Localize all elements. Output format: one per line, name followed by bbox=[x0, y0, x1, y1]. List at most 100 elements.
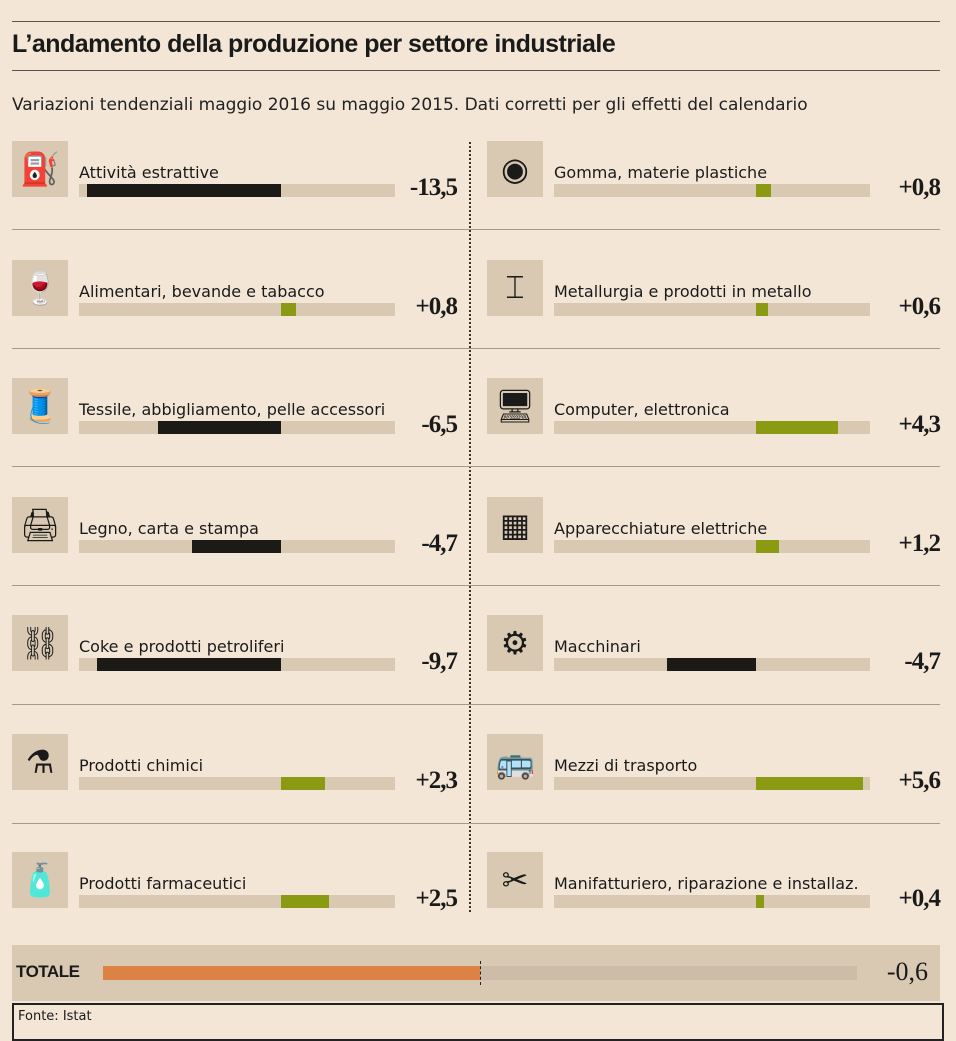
bar-track bbox=[79, 302, 395, 316]
bar bbox=[87, 184, 282, 197]
bar bbox=[756, 895, 764, 908]
sector-row: ⚗ Prodotti chimici +2,3 bbox=[12, 723, 458, 841]
bar-track bbox=[554, 895, 870, 908]
sector-value: -4,7 bbox=[421, 529, 458, 557]
steel-beam-icon: ⌶ bbox=[487, 259, 543, 316]
bar bbox=[756, 302, 768, 316]
sector-label: Macchinari bbox=[554, 637, 641, 656]
row-separator bbox=[12, 347, 940, 349]
top-rule bbox=[12, 21, 940, 22]
thread-spool-icon: 🧵 bbox=[12, 378, 68, 434]
total-label: TOTALE bbox=[16, 962, 80, 981]
row-separator bbox=[12, 466, 940, 468]
total-bar bbox=[103, 966, 480, 980]
sector-value: +0,8 bbox=[898, 174, 941, 201]
sector-label: Legno, carta e stampa bbox=[79, 518, 259, 538]
sector-row: ⛽ Attività estrattive -13,5 bbox=[12, 130, 458, 248]
sector-label: Apparecchiature elettriche bbox=[554, 518, 768, 538]
page-title: L’andamento della produzione per settore… bbox=[12, 30, 616, 58]
row-separator bbox=[12, 703, 940, 705]
pill-bottle-icon: 🧴 bbox=[12, 852, 68, 908]
zero-line bbox=[480, 961, 481, 985]
bar bbox=[96, 658, 282, 671]
bus-icon: 🚌 bbox=[487, 733, 543, 790]
bar bbox=[756, 776, 863, 790]
sector-value: +2,3 bbox=[415, 766, 458, 794]
row-separator bbox=[12, 822, 940, 824]
oil-pump-icon: ⛽ bbox=[12, 141, 68, 197]
sector-row: 🍷 Alimentari, bevande e tabacco +0,8 bbox=[12, 249, 458, 367]
sector-row: 🧵 Tessile, abbigliamento, pelle accessor… bbox=[12, 367, 458, 485]
sector-value: -9,7 bbox=[421, 648, 458, 675]
bar-track bbox=[79, 776, 395, 790]
sector-label: Coke e prodotti petroliferi bbox=[79, 637, 285, 656]
total-value: -0,6 bbox=[886, 957, 928, 986]
row-separator bbox=[12, 229, 940, 230]
sector-row: ⛓ Coke e prodotti petroliferi -9,7 bbox=[12, 604, 458, 722]
oil-derrick-icon: ⛓ bbox=[12, 615, 68, 671]
sector-label: Tessile, abbigliamento, pelle accessori bbox=[79, 400, 386, 419]
bar-track bbox=[554, 184, 870, 197]
source-note: Fonte: Istat bbox=[12, 1003, 944, 1041]
bar-track bbox=[554, 539, 870, 553]
total-bar-track bbox=[103, 961, 857, 985]
computer-monitor-icon: 🖥 bbox=[487, 378, 543, 434]
sector-row: 🧴 Prodotti farmaceutici +2,5 bbox=[12, 841, 458, 959]
bar bbox=[157, 421, 282, 434]
sector-label: Manifatturiero, riparazione e installaz. bbox=[554, 874, 859, 893]
tools-icon: ✂ bbox=[487, 852, 543, 908]
microchip-icon: ▦ bbox=[487, 496, 543, 553]
sector-value: -6,5 bbox=[421, 411, 458, 438]
sector-label: Prodotti chimici bbox=[79, 755, 204, 775]
bar-track bbox=[79, 539, 395, 553]
sector-label: Attività estrattive bbox=[79, 163, 219, 182]
bar bbox=[191, 539, 282, 553]
row-separator bbox=[12, 585, 940, 587]
bar bbox=[281, 776, 325, 790]
sector-value: +1,2 bbox=[898, 529, 941, 557]
sector-value: +0,6 bbox=[898, 292, 941, 320]
bar bbox=[756, 184, 772, 197]
sector-value: +2,5 bbox=[415, 885, 458, 912]
bar-track bbox=[554, 421, 870, 434]
bar bbox=[756, 421, 838, 434]
total-row: TOTALE -0,6 bbox=[12, 945, 940, 1001]
bar-track bbox=[79, 658, 395, 671]
subtitle: Variazioni tendenziali maggio 2016 su ma… bbox=[12, 95, 808, 115]
sector-row: ◉ Gomma, materie plastiche +0,8 bbox=[487, 130, 941, 248]
sector-value: +5,6 bbox=[898, 766, 941, 794]
sector-value: +0,8 bbox=[415, 292, 458, 320]
bar bbox=[281, 302, 297, 316]
bar bbox=[281, 895, 329, 908]
title-rule bbox=[12, 70, 940, 71]
printer-icon: 🖨 bbox=[12, 496, 68, 553]
sector-label: Alimentari, bevande e tabacco bbox=[79, 281, 325, 301]
bar-track bbox=[554, 658, 870, 671]
column-divider bbox=[469, 142, 471, 912]
bar-track bbox=[554, 776, 870, 790]
sector-label: Computer, elettronica bbox=[554, 400, 730, 419]
sector-row: 🚌 Mezzi di trasporto +5,6 bbox=[487, 723, 941, 841]
bar-track bbox=[554, 302, 870, 316]
sector-value: -13,5 bbox=[409, 174, 458, 201]
sector-label: Gomma, materie plastiche bbox=[554, 163, 768, 182]
sector-label: Prodotti farmaceutici bbox=[79, 874, 247, 893]
sector-row: ▦ Apparecchiature elettriche +1,2 bbox=[487, 486, 941, 604]
sector-value: +0,4 bbox=[898, 885, 941, 912]
sector-row: ⌶ Metallurgia e prodotti in metallo +0,6 bbox=[487, 249, 941, 367]
wine-glass-icon: 🍷 bbox=[12, 259, 68, 316]
flask-icon: ⚗ bbox=[12, 733, 68, 790]
sector-label: Mezzi di trasporto bbox=[554, 755, 698, 775]
sector-row: 🖨 Legno, carta e stampa -4,7 bbox=[12, 486, 458, 604]
bar bbox=[756, 539, 780, 553]
bar bbox=[666, 658, 757, 671]
machinery-icon: ⚙ bbox=[487, 615, 543, 671]
sector-value: -4,7 bbox=[904, 648, 941, 675]
bar-track bbox=[79, 184, 395, 197]
sector-row: ⚙ Macchinari -4,7 bbox=[487, 604, 941, 722]
sector-label: Metallurgia e prodotti in metallo bbox=[554, 281, 812, 301]
sector-row: ✂ Manifatturiero, riparazione e installa… bbox=[487, 841, 941, 959]
sector-value: +4,3 bbox=[898, 411, 941, 438]
sector-row: 🖥 Computer, elettronica +4,3 bbox=[487, 367, 941, 485]
bar-track bbox=[79, 895, 395, 908]
